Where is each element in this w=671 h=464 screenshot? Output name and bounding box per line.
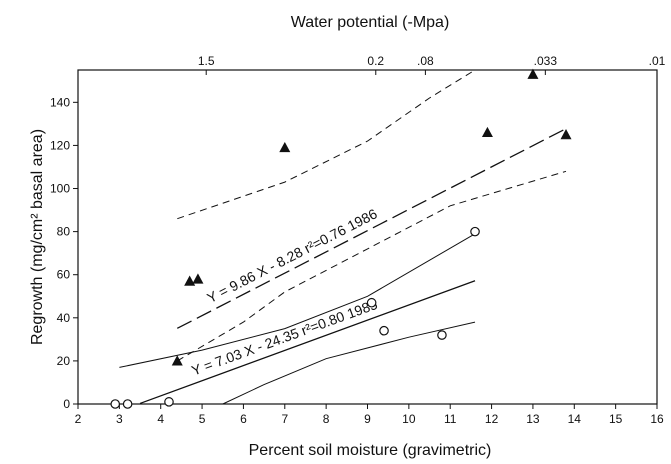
top-tick-label: .08 (417, 54, 434, 68)
x-tick-label: 7 (281, 412, 288, 426)
y-tick-label: 20 (57, 354, 71, 368)
x-tick-label: 15 (609, 412, 623, 426)
x-tick-label: 2 (75, 412, 82, 426)
series-1986-upper-confidence-band (177, 69, 476, 220)
y-axis-title: Regrowth (mg/cm² basal area) (29, 129, 46, 345)
series-1985-regression-line (139, 280, 476, 405)
series-1985-data-point (366, 297, 377, 308)
y-tick-label: 120 (50, 138, 70, 152)
series-1986-data-point (527, 68, 539, 79)
x-tick-label: 8 (323, 412, 330, 426)
series-1986-data-point (184, 275, 196, 286)
x-tick-label: 4 (157, 412, 164, 426)
top-tick-label: .01 (649, 54, 666, 68)
series-1985-data-point (437, 330, 447, 340)
top-tick-label: 1.5 (198, 54, 215, 68)
x-tick-label: 13 (526, 412, 540, 426)
y-tick-label: 0 (63, 397, 70, 411)
series-1985-data-point (470, 226, 480, 237)
series-1986-data-point (171, 355, 183, 366)
x-tick-label: 16 (650, 412, 664, 426)
plot-area: 2 3 4 5 6 7 8 9 10 11 12 13 14 15 16 0 20 40 60 80 100 120 140… (50, 54, 666, 426)
plot-frame (77, 69, 658, 405)
x-tick-label: 12 (485, 412, 499, 426)
x-tick-label: 3 (116, 412, 123, 426)
series-1985-upper-confidence-band (119, 233, 476, 368)
series-1985-lower-confidence-band (222, 321, 476, 405)
y-tick-label: 60 (57, 268, 71, 282)
x-tick-label: 11 (444, 412, 457, 426)
x-tick-label: 6 (240, 412, 247, 426)
series-1985-regression-label: Y = 7.03 X - 24.35 r²=0.80 1985 (189, 296, 379, 379)
series-1986-data-point (279, 141, 291, 153)
series-1986-data-point (481, 126, 493, 138)
y-tick-label: 100 (50, 182, 70, 196)
x-tick-label: 14 (568, 412, 582, 426)
x-tick-label: 5 (199, 412, 206, 426)
y-tick-label: 80 (57, 225, 71, 239)
top-axis-title: Water potential (-Mpa) (291, 14, 450, 31)
y-tick-label: 140 (50, 95, 70, 109)
bottom-axis-title: Percent soil moisture (gravimetric) (249, 442, 492, 459)
series-1986-data-point (192, 273, 204, 284)
top-tick-label: .033 (534, 54, 558, 68)
series-1985-data-point (164, 397, 174, 407)
x-tick-label: 10 (402, 412, 416, 426)
top-tick-label: 0.2 (367, 54, 384, 68)
y-tick-label: 40 (57, 311, 71, 325)
series-1986-lower-confidence-band (177, 170, 567, 362)
series-1985-data-point (379, 325, 389, 336)
series-1986-data-point (560, 129, 572, 140)
series-1985-data-point (110, 399, 121, 409)
series-1985-data-point (122, 399, 133, 409)
x-tick-label: 9 (364, 412, 371, 426)
series-1986-regression-line (176, 128, 567, 329)
